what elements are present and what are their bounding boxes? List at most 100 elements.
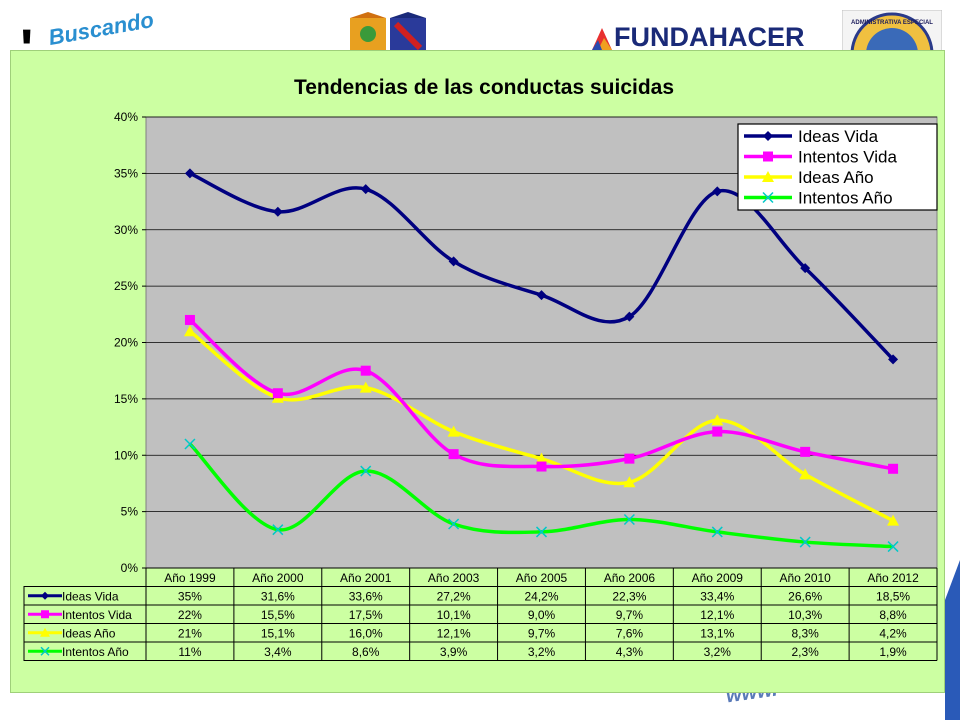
data-point-triangle	[447, 425, 460, 437]
x-category-label: Año 2001	[340, 571, 392, 585]
fundahacer-logo: FUNDAHACER	[590, 22, 805, 52]
table-series-name: Intentos Vida	[62, 608, 132, 622]
table-series-name: Ideas Vida	[62, 589, 119, 603]
data-point-x	[887, 541, 899, 553]
table-value: 11%	[178, 645, 201, 659]
table-value: 2,3%	[791, 645, 819, 659]
table-value: 15,5%	[261, 608, 295, 622]
data-point-x	[711, 526, 723, 538]
table-value: 18,5%	[876, 589, 910, 603]
data-point-diamond	[272, 206, 283, 217]
table-value: 4,2%	[879, 626, 907, 640]
table-value: 35%	[178, 589, 202, 603]
y-tick-label: 10%	[114, 448, 138, 462]
table-value: 12,1%	[437, 626, 471, 640]
data-point-diamond	[184, 168, 195, 179]
crest-logo	[350, 12, 426, 52]
y-tick-label: 35%	[114, 166, 138, 180]
y-tick-label: 30%	[114, 223, 138, 237]
table-value: 8,8%	[879, 608, 907, 622]
y-tick-label: 5%	[121, 505, 139, 519]
table-value: 3,2%	[528, 645, 556, 659]
data-point-square	[360, 365, 371, 376]
y-tick-label: 20%	[114, 336, 138, 350]
table-value: 16,0%	[349, 626, 383, 640]
table-value: 7,6%	[616, 626, 644, 640]
data-point-x	[40, 646, 50, 656]
data-point-x	[762, 191, 774, 204]
y-tick-label: 0%	[121, 561, 139, 575]
data-point-square	[800, 446, 811, 457]
table-value: 12,1%	[700, 608, 734, 622]
table-value: 9,0%	[528, 608, 556, 622]
table-value: 3,9%	[440, 645, 468, 659]
table-value: 21%	[178, 626, 202, 640]
table-value: 17,5%	[349, 608, 383, 622]
table-value: 33,4%	[700, 589, 734, 603]
y-tick-label: 15%	[114, 392, 138, 406]
data-point-square	[272, 388, 283, 399]
table-series-name: Intentos Año	[62, 645, 129, 659]
seal-logo: ADMINISTRATIVA ESPECIAL	[842, 10, 942, 54]
data-point-triangle	[183, 325, 196, 337]
series-line	[188, 318, 894, 471]
table-value: 22,3%	[612, 589, 646, 603]
data-point-square	[763, 151, 773, 162]
data-point-diamond	[712, 186, 723, 197]
x-category-label: Año 2003	[428, 571, 480, 585]
blue-corner-deco	[945, 560, 960, 720]
x-category-label: Año 2000	[252, 571, 304, 585]
data-point-x	[799, 536, 811, 548]
legend-label: Ideas Año	[798, 168, 874, 187]
table-value: 13,1%	[700, 626, 734, 640]
data-point-x	[272, 524, 284, 536]
table-value: 10,3%	[788, 608, 822, 622]
table-value: 3,2%	[704, 645, 732, 659]
data-point-triangle	[623, 476, 636, 488]
data-point-x	[535, 526, 548, 538]
table-value: 10,1%	[437, 608, 471, 622]
y-tick-label: 40%	[114, 110, 138, 124]
data-point-square	[712, 426, 723, 437]
data-point-diamond	[763, 131, 773, 141]
data-point-x	[448, 518, 460, 530]
data-point-triangle	[887, 514, 900, 526]
fundahacer-mark-icon	[592, 28, 612, 50]
table-value: 8,3%	[791, 626, 819, 640]
data-point-diamond	[41, 591, 49, 600]
legend-label: Ideas Vida	[798, 127, 879, 146]
x-category-label: Año 2009	[692, 571, 744, 585]
data-point-square	[536, 461, 547, 472]
table-value: 31,6%	[261, 589, 295, 603]
table-value: 24,2%	[524, 589, 558, 603]
data-point-square	[184, 314, 195, 325]
legend-box	[737, 123, 938, 211]
table-value: 8,6%	[352, 645, 380, 659]
data-point-triangle	[359, 381, 372, 393]
chart-title: Tendencias de las conductas suicidas	[293, 76, 675, 99]
data-point-triangle	[535, 452, 548, 464]
legend-label: Intentos Año	[798, 189, 893, 208]
table-value: 22%	[178, 608, 202, 622]
data-point-x	[623, 513, 635, 526]
data-point-square	[624, 453, 635, 464]
table-value: 33,6%	[349, 589, 383, 603]
x-category-label: Año 2010	[779, 571, 831, 585]
data-point-triangle	[711, 414, 724, 426]
table-series-name: Ideas Año	[62, 626, 116, 640]
data-point-diamond	[800, 263, 811, 274]
series-line	[188, 442, 894, 549]
table-value: 4,3%	[616, 645, 644, 659]
fundahacer-logo-text: FUNDAHACER	[614, 22, 805, 52]
x-category-label: Año 1999	[164, 571, 216, 585]
data-point-triangle	[799, 468, 812, 480]
series-line	[189, 171, 895, 361]
y-tick-label: 25%	[114, 279, 138, 293]
table-value: 9,7%	[528, 626, 556, 640]
data-point-x	[184, 438, 196, 450]
data-point-triangle	[762, 171, 774, 182]
table-value: 1,9%	[879, 645, 907, 659]
data-point-diamond	[624, 311, 635, 322]
data-point-square	[888, 463, 899, 474]
